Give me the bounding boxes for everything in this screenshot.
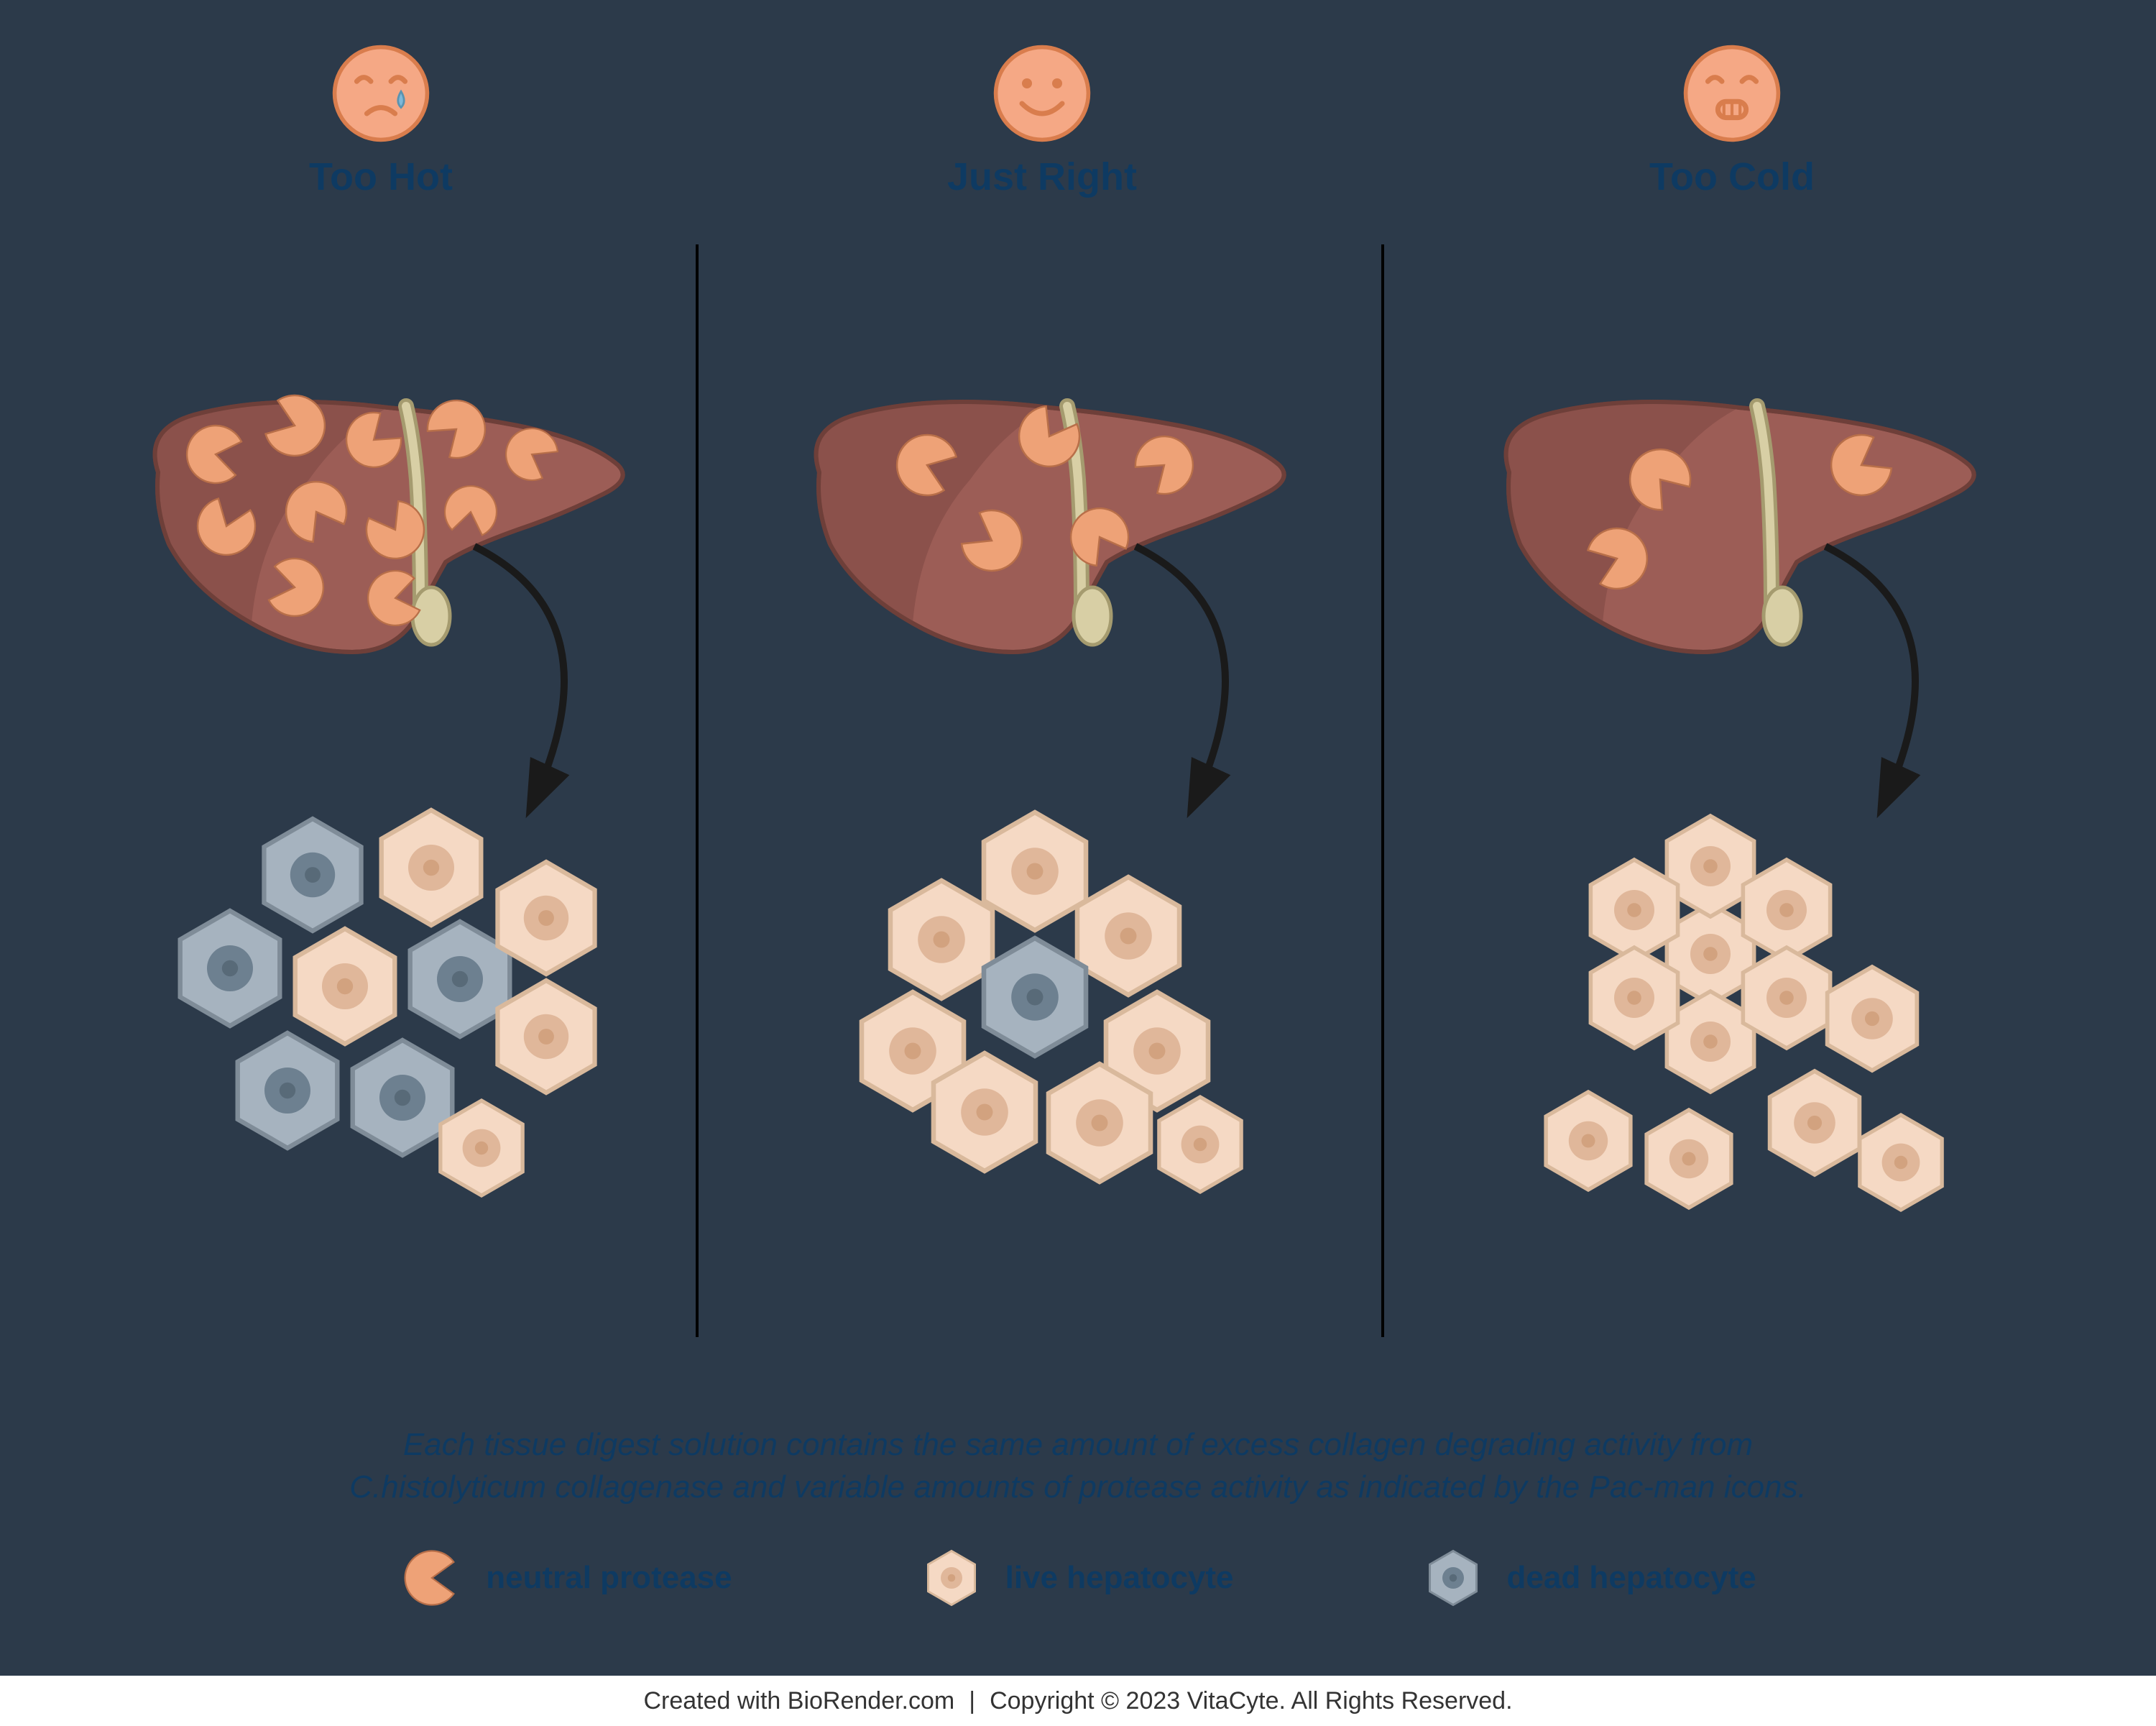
arrow-icon: [1782, 532, 1998, 834]
live_cell-icon: [919, 1546, 984, 1610]
caption: Each tissue digest solution contains the…: [216, 1423, 1940, 1509]
arrow-icon: [1092, 532, 1308, 834]
dead_cell-icon: [1421, 1546, 1485, 1610]
legend: neutral protease live hepatocyte dead hepa…: [0, 1546, 2156, 1610]
panel-too-hot: Too Hot: [57, 43, 704, 1409]
arrow-icon: [431, 532, 647, 834]
legend-label: neutral protease: [486, 1560, 732, 1596]
footer-created: Created with BioRender.com: [643, 1687, 954, 1715]
caption-line-2: C.histolyticum collagenase and variable …: [349, 1469, 1807, 1505]
divider-2: [1381, 244, 1384, 1337]
legend-item-live_hepatocyte: live hepatocyte: [919, 1546, 1234, 1610]
worried-face-icon: [1682, 43, 1782, 144]
cells-cluster: [129, 803, 632, 1234]
panel-title: Too Hot: [309, 155, 453, 199]
footer-sep: |: [969, 1687, 975, 1715]
legend-label: live hepatocyte: [1005, 1560, 1234, 1596]
cells-cluster: [1480, 803, 1984, 1234]
panel-title: Just Right: [947, 155, 1137, 199]
footer: Created with BioRender.com | Copyright ©…: [0, 1676, 2156, 1726]
legend-label: dead hepatocyte: [1507, 1560, 1756, 1596]
panel-too-cold: Too Cold: [1409, 43, 2055, 1409]
happy-face-icon: [992, 43, 1092, 144]
sad_tear-face-icon: [331, 43, 431, 144]
footer-copyright: Copyright © 2023 VitaCyte. All Rights Re…: [990, 1687, 1512, 1715]
pacman-icon: [400, 1546, 464, 1610]
panel-title: Too Cold: [1649, 155, 1815, 199]
caption-line-1: Each tissue digest solution contains the…: [403, 1427, 1753, 1462]
legend-item-dead_hepatocyte: dead hepatocyte: [1421, 1546, 1756, 1610]
panel-just-right: Just Right: [719, 43, 1365, 1409]
cells-cluster: [791, 803, 1294, 1234]
legend-item-neutral_protease: neutral protease: [400, 1546, 732, 1610]
